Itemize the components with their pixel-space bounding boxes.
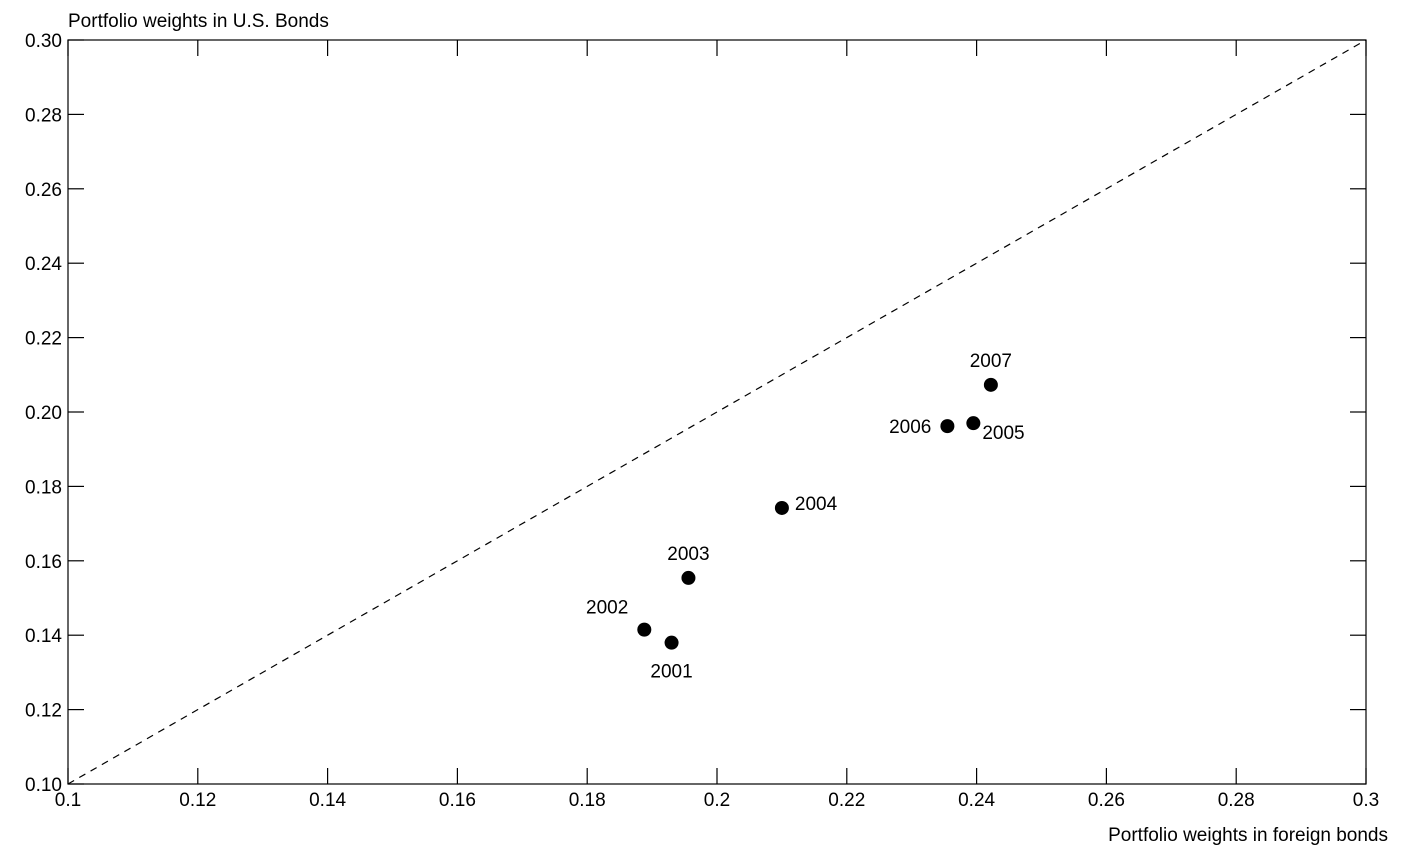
data-label-2003: 2003	[667, 544, 709, 565]
data-label-2002: 2002	[586, 598, 628, 619]
x-tick-label: 0.14	[309, 790, 346, 811]
x-tick-label: 0.18	[569, 790, 606, 811]
data-points-group: 2001 2002 2003 2004 2005 2006 2007	[586, 351, 1025, 683]
x-axis-label: Portfolio weights in foreign bonds	[1108, 825, 1388, 846]
data-point-2007	[983, 377, 998, 392]
y-tick-label: 0.14	[25, 626, 62, 647]
y-tick-label: 0.20	[25, 403, 62, 424]
data-label-2006: 2006	[889, 417, 931, 438]
diagonal-reference-line	[67, 39, 1367, 785]
data-point-2003	[681, 570, 696, 585]
y-tick-label: 0.18	[25, 477, 62, 498]
y-tick-label: 0.24	[25, 254, 62, 275]
data-label-2004: 2004	[795, 494, 838, 515]
x-tick-label: 0.1	[55, 790, 81, 811]
x-tick-label: 0.22	[828, 790, 865, 811]
x-tick-label: 0.16	[439, 790, 476, 811]
data-label-2001: 2001	[650, 662, 692, 683]
y-tick-label: 0.22	[25, 329, 62, 350]
x-tick-label: 0.24	[958, 790, 995, 811]
axes-group: 0.1 0.12 0.14 0.16 0.18 0.2 0.22 0.24 0.26 0.28 0.…	[25, 31, 1379, 811]
y-tick-label: 0.30	[25, 31, 62, 52]
x-tick-label: 0.12	[179, 790, 216, 811]
y-tick-label: 0.26	[25, 180, 62, 201]
x-tick-label: 0.2	[704, 790, 730, 811]
x-tick-label: 0.3	[1353, 790, 1379, 811]
data-point-2005	[966, 416, 981, 431]
y-axis-label: Portfolio weights in U.S. Bonds	[68, 11, 329, 32]
data-point-2001	[664, 635, 679, 650]
x-tick-label: 0.28	[1218, 790, 1255, 811]
y-tick-label: 0.16	[25, 552, 62, 573]
data-label-2005: 2005	[982, 423, 1024, 444]
y-tick-label: 0.10	[25, 775, 62, 796]
data-point-2002	[637, 622, 652, 637]
x-tick-label: 0.26	[1088, 790, 1125, 811]
y-tick-label: 0.12	[25, 701, 62, 722]
data-label-2007: 2007	[970, 351, 1012, 372]
reference-line-group	[67, 39, 1367, 785]
y-tick-label: 0.28	[25, 105, 62, 126]
data-point-2004	[774, 500, 789, 515]
data-point-2006	[940, 419, 955, 434]
